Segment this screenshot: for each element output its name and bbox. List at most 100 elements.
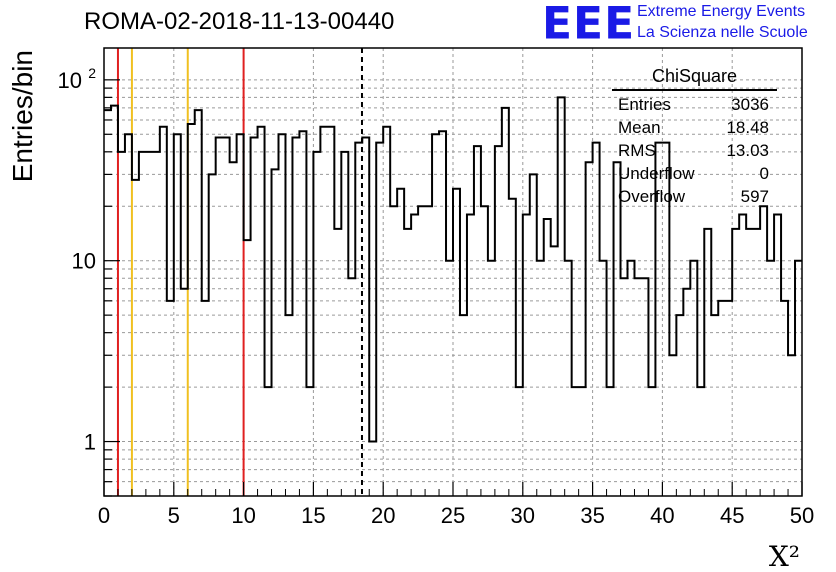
histogram-bin [586, 162, 593, 496]
histogram-bin [251, 137, 258, 496]
histogram-bin [104, 110, 111, 496]
stats-row-overflow: Overflow 597 [612, 185, 777, 208]
histogram-bin [397, 189, 404, 496]
histogram-bin [279, 134, 286, 496]
histogram-bin [432, 134, 439, 496]
histogram-bin [530, 174, 537, 496]
histogram-bin [237, 134, 244, 496]
histogram-bin [313, 152, 320, 496]
histogram-bin [697, 387, 704, 496]
histogram-bin [230, 162, 237, 496]
x-tick-label: 45 [720, 503, 744, 528]
histogram-bin [558, 97, 565, 496]
histogram-bin [446, 261, 453, 496]
histogram-bin [676, 315, 683, 496]
histogram-bin [195, 110, 202, 496]
stats-value: 0 [759, 164, 769, 183]
logo-tagline-1: Extreme Energy Events [637, 3, 806, 20]
histogram-bin [746, 229, 753, 496]
x-tick-label: 20 [371, 503, 395, 528]
histogram-bin [216, 137, 223, 496]
histogram-bin [488, 261, 495, 496]
histogram-bin [320, 127, 327, 496]
histogram-bin [523, 215, 530, 496]
histogram-bin [160, 127, 167, 496]
histogram-bins [104, 96, 802, 496]
histogram-bin [467, 215, 474, 496]
y-tick-label: 10 [72, 249, 96, 274]
stats-label: Mean [618, 118, 661, 137]
histogram-bin [690, 261, 697, 496]
stats-value: 18.48 [726, 118, 769, 137]
histogram-bin [767, 261, 774, 496]
histogram-bin [209, 174, 216, 496]
x-tick-label: 0 [98, 503, 110, 528]
histogram-bin [202, 301, 209, 496]
histogram-bin [348, 278, 355, 496]
stats-value: 3036 [731, 95, 769, 114]
stats-label: Overflow [618, 187, 686, 206]
histogram-bin [181, 289, 188, 496]
histogram-bin [285, 315, 292, 496]
histogram-bin [188, 124, 195, 496]
histogram-bin [327, 127, 334, 496]
stats-row-mean: Mean 18.48 [612, 116, 777, 139]
histogram-bin [502, 108, 509, 496]
histogram-bin [669, 355, 676, 496]
histogram-bin [481, 206, 488, 496]
histogram-bin [725, 301, 732, 496]
x-axis-title: X² [769, 540, 800, 572]
histogram-bin [509, 199, 516, 496]
histogram-bin [781, 301, 788, 496]
histogram-bin [453, 189, 460, 496]
histogram-bin [628, 261, 635, 496]
histogram-bin [641, 278, 648, 496]
axis-ticks [103, 79, 803, 497]
histogram-bin [439, 131, 446, 496]
x-tick-label: 25 [441, 503, 465, 528]
histogram-bin [711, 315, 718, 496]
stats-label: RMS [618, 141, 656, 160]
histogram-bin [621, 278, 628, 496]
histogram-bin [593, 143, 600, 496]
stats-row-entries: Entries 3036 [612, 93, 777, 116]
stats-label: Underflow [618, 164, 695, 183]
eee-logo: EEE Extreme Energy Events La Scienza nel… [542, 0, 832, 50]
y-tick-label: 1 [84, 430, 96, 455]
histogram-bin [355, 143, 362, 496]
histogram-bin [125, 134, 132, 496]
histogram-bin [634, 278, 641, 496]
histogram-bin [167, 301, 174, 496]
histogram-bin [299, 131, 306, 496]
histogram-bin [411, 215, 418, 496]
histogram-bin [258, 127, 265, 496]
histogram-bin [146, 152, 153, 496]
histogram-bin [404, 229, 411, 496]
x-tick-label: 5 [168, 503, 180, 528]
histogram-bin [139, 152, 146, 496]
histogram-bin [704, 229, 711, 496]
histogram-bin [495, 146, 502, 496]
histogram-bin [118, 152, 125, 496]
stats-row-underflow: Underflow 0 [612, 162, 777, 185]
logo-tagline-2: La Scienza nelle Scuole [637, 24, 808, 41]
stats-value: 13.03 [726, 141, 769, 160]
run-title: ROMA-02-2018-11-13-00440 [84, 8, 395, 35]
histogram-bin [718, 301, 725, 496]
x-tick-label: 40 [650, 503, 674, 528]
histogram-bin [460, 315, 467, 496]
histogram-bin [774, 215, 781, 496]
y-tick-label: 10 [58, 68, 82, 93]
histogram-bin [732, 229, 739, 496]
histogram-bin [600, 261, 607, 496]
histogram-bin [132, 180, 139, 496]
histogram-bin [579, 387, 586, 496]
histogram-bin [362, 137, 369, 496]
grid-lines [104, 48, 802, 497]
histogram-outline [104, 96, 802, 443]
histogram-bin [272, 169, 279, 496]
histogram-bin [572, 387, 579, 496]
stats-value: 597 [740, 187, 769, 206]
stats-label: Entries [618, 95, 671, 114]
